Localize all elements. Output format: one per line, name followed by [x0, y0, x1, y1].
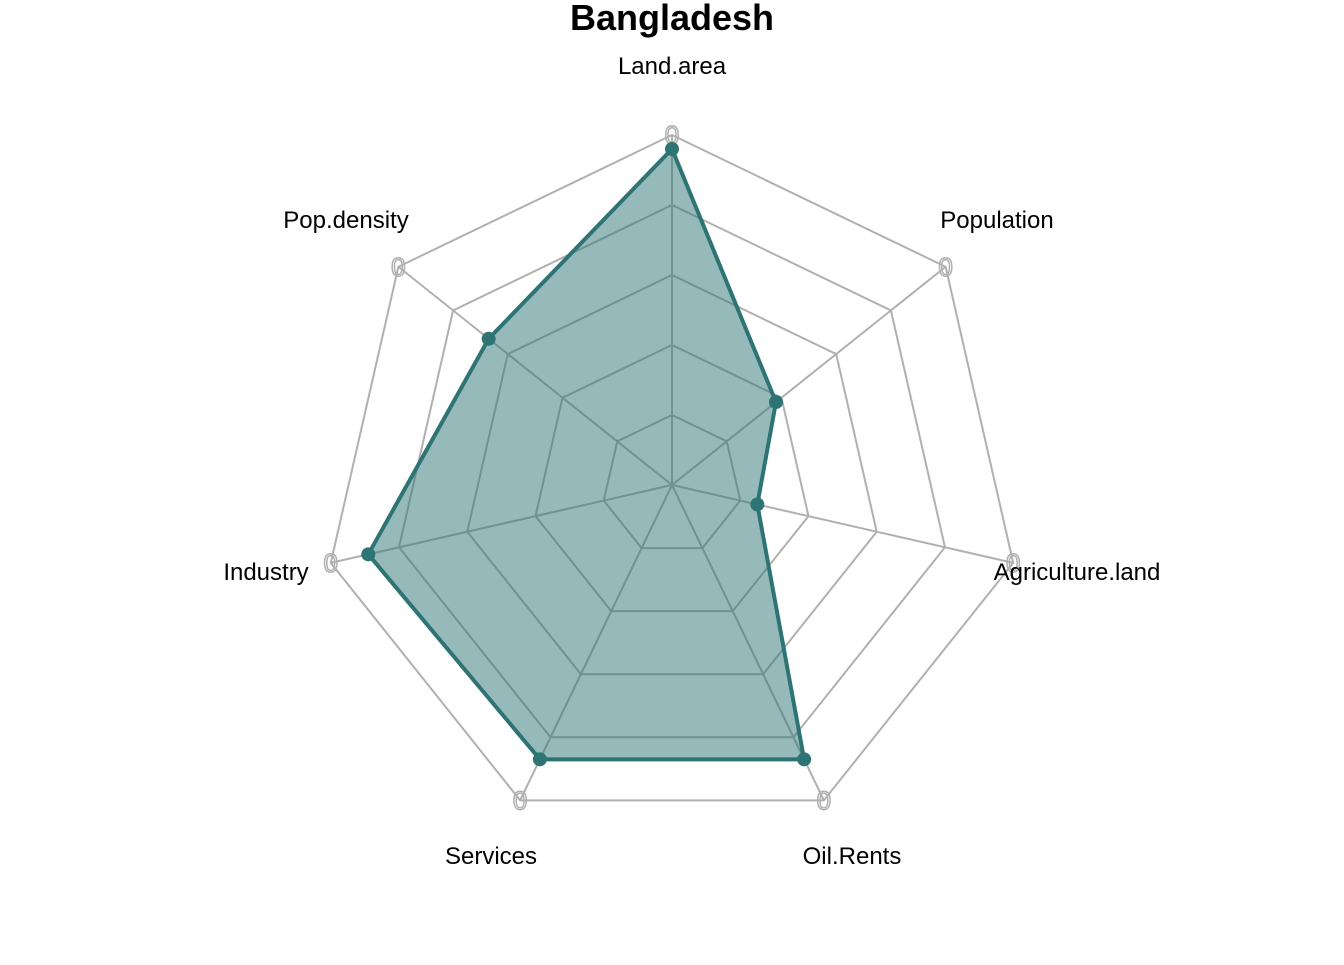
- data-point-industry: [361, 547, 376, 562]
- data-point-pop-density: [481, 331, 496, 346]
- axis-label-pop-density: Pop.density: [283, 207, 408, 234]
- data-point-population: [768, 395, 783, 410]
- data-point-oil-rents: [797, 752, 812, 767]
- grid-ring-5: [329, 133, 1015, 802]
- axis-max-marker-1: 0: [938, 252, 952, 282]
- data-point-land-area: [665, 142, 679, 156]
- axis-max-marker-4: 0: [513, 785, 527, 815]
- axis-max-marker-0: 0: [665, 120, 679, 150]
- axis-max-marker-2: 0: [1006, 548, 1020, 578]
- data-point-services: [532, 752, 547, 767]
- axis-max-marker-3: 0: [817, 785, 831, 815]
- axis-label-population: Population: [940, 207, 1053, 234]
- axis-label-services: Services: [445, 843, 537, 870]
- axis-label-land-area: Land.area: [618, 53, 727, 80]
- axis-label-industry: Industry: [223, 559, 308, 586]
- data-point-agriculture-land: [750, 497, 765, 512]
- axis-label-agriculture-land: Agriculture.land: [994, 559, 1161, 586]
- axis-max-marker-5: 0: [324, 548, 338, 578]
- axis-label-oil-rents: Oil.Rents: [803, 843, 902, 870]
- chart-title: Bangladesh: [570, 0, 774, 38]
- axis-max-marker-6: 0: [391, 252, 405, 282]
- axis-label-layer: Land.area Population Agriculture.land Oil.R…: [223, 53, 1160, 870]
- series-layer: [361, 142, 812, 767]
- series-area-0: [366, 147, 807, 762]
